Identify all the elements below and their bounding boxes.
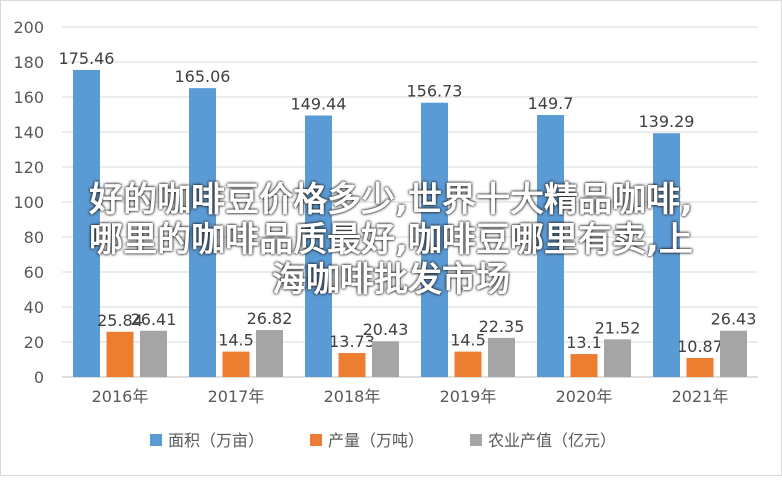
bar [189,88,216,378]
x-tick-label: 2020年 [556,387,613,406]
x-tick-label: 2019年 [440,387,497,406]
data-label: 175.46 [59,49,115,68]
y-tick-label: 200 [13,18,44,37]
y-tick-label: 40 [24,298,44,317]
y-tick-label: 140 [13,123,44,142]
y-tick-label: 180 [13,53,44,72]
data-label: 14.5 [218,331,254,350]
bar [421,102,448,377]
bar [73,69,100,377]
x-tick-label: 2017年 [208,387,265,406]
data-label: 10.87 [677,337,723,356]
x-tick-label: 2018年 [324,387,381,406]
bar [305,115,332,377]
data-label: 25.84 [97,311,143,330]
bar [338,352,366,377]
y-tick-label: 120 [13,158,44,177]
bar [570,354,598,377]
legend-swatch [470,434,482,446]
bar [537,115,564,378]
legend-swatch [310,434,322,446]
data-label: 21.52 [595,318,641,337]
data-label: 149.44 [291,94,347,113]
data-label: 139.29 [639,112,695,131]
data-label: 156.73 [407,82,463,101]
legend-label: 产量（万吨） [328,431,424,450]
data-label: 22.35 [479,317,525,336]
data-label: 26.82 [247,309,293,328]
bar [488,337,515,377]
bar [653,133,680,377]
data-label: 20.43 [363,320,409,339]
data-label: 13.73 [329,332,375,351]
data-label: 14.5 [450,331,486,350]
bar [720,330,747,377]
y-tick-label: 60 [24,263,44,282]
bar [686,357,714,377]
bar [106,331,134,377]
legend-swatch [150,434,162,446]
bar [604,339,631,377]
y-tick-label: 80 [24,228,44,247]
data-label: 149.7 [528,94,574,113]
data-label: 165.06 [175,67,231,86]
legend-label: 面积（万亩） [168,431,264,450]
bar [372,341,399,377]
bar [256,330,283,377]
data-label: 13.1 [566,333,602,352]
y-tick-label: 0 [34,368,44,387]
x-tick-label: 2016年 [92,387,149,406]
bar [140,330,167,377]
y-tick-label: 20 [24,333,44,352]
bar [454,351,482,377]
y-tick-label: 160 [13,88,44,107]
data-label: 26.41 [131,310,177,329]
data-label: 26.43 [711,310,757,329]
legend-label: 农业产值（亿元） [488,431,616,450]
bar [222,351,250,377]
x-tick-label: 2021年 [672,387,729,406]
y-tick-label: 100 [13,193,44,212]
